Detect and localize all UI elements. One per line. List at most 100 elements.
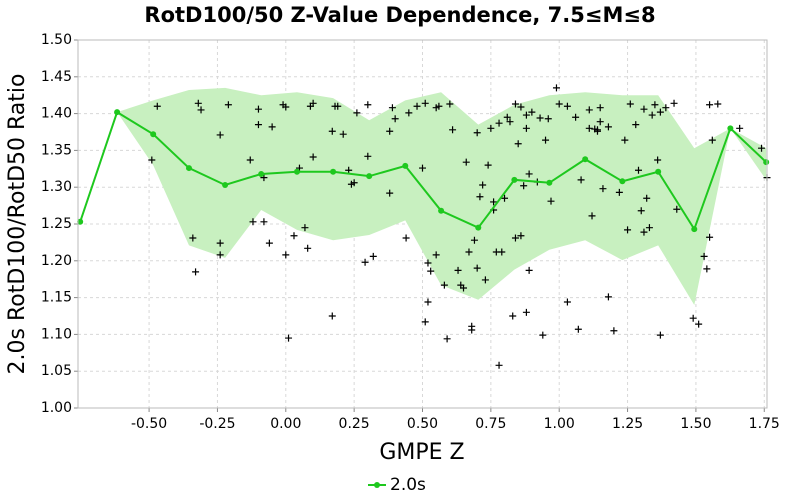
scatter-point — [596, 104, 604, 112]
scatter-point — [334, 102, 342, 110]
series-point — [619, 178, 626, 185]
scatter-point — [522, 124, 530, 132]
scatter-point — [703, 265, 711, 273]
y-tick-label: 1.15 — [41, 290, 72, 306]
scatter-point — [350, 179, 358, 187]
scatter-point — [706, 101, 714, 109]
scatter-point — [585, 124, 593, 132]
scatter-point — [192, 268, 200, 276]
scatter-point — [528, 108, 536, 116]
confidence-band — [80, 87, 767, 305]
scatter-point — [572, 113, 580, 121]
scatter-point — [645, 224, 653, 232]
y-tick-label: 1.10 — [41, 326, 72, 342]
series-point — [330, 168, 337, 175]
scatter-point — [621, 136, 629, 144]
y-tick-label: 1.05 — [41, 363, 72, 379]
scatter-point — [706, 233, 714, 241]
scatter-point — [503, 113, 511, 121]
y-axis-label: 2.0s RotD100/RotD50 Ratio — [5, 74, 30, 375]
y-tick-label: 1.45 — [41, 69, 72, 85]
scatter-point — [473, 129, 481, 137]
x-tick-label: 1.00 — [544, 416, 575, 432]
scatter-point — [520, 182, 528, 190]
scatter-point — [454, 266, 462, 274]
scatter-point — [501, 194, 509, 202]
y-tick-label: 1.25 — [41, 216, 72, 232]
scatter-point — [522, 308, 530, 316]
x-tick-label: 0.00 — [270, 416, 301, 432]
series-point — [582, 156, 589, 163]
scatter-point — [714, 100, 722, 108]
scatter-point — [446, 100, 454, 108]
y-tick-label: 1.30 — [41, 179, 72, 195]
y-tick-label: 1.35 — [41, 142, 72, 158]
scatter-point — [402, 234, 410, 242]
scatter-point — [460, 284, 468, 292]
scatter-point — [290, 232, 298, 240]
scatter-point — [405, 109, 413, 117]
series-point — [258, 170, 265, 177]
series-point — [402, 162, 409, 169]
scatter-point — [517, 103, 525, 111]
scatter-point — [197, 106, 205, 114]
scatter-point — [670, 99, 678, 107]
scatter-point — [495, 361, 503, 369]
legend-swatch-dot — [374, 482, 380, 488]
scatter-point — [462, 158, 470, 166]
scatter-point — [328, 127, 336, 135]
scatter-point — [224, 101, 232, 109]
scatter-point — [189, 234, 197, 242]
scatter-point — [626, 100, 634, 108]
scatter-point — [148, 156, 156, 164]
y-tick-label: 1.40 — [41, 106, 72, 122]
scatter-point — [424, 259, 432, 267]
scatter-point — [495, 119, 503, 127]
y-tick-label: 1.50 — [41, 32, 72, 48]
scatter-point — [421, 99, 429, 107]
series-point — [763, 159, 770, 166]
scatter-point — [511, 100, 519, 108]
scatter-point — [563, 102, 571, 110]
scatter-point — [285, 334, 293, 342]
scatter-point — [473, 264, 481, 272]
series-point — [366, 173, 373, 180]
scatter-point — [364, 152, 372, 160]
series-point — [114, 109, 121, 116]
series-point — [186, 165, 193, 172]
scatter-point — [604, 293, 612, 301]
scatter-point — [364, 101, 372, 109]
scatter-point — [643, 194, 651, 202]
scatter-point — [265, 239, 273, 247]
scatter-point — [517, 232, 525, 240]
series-point — [77, 218, 84, 225]
scatter-point — [632, 121, 640, 129]
scatter-point — [673, 205, 681, 213]
scatter-point — [309, 99, 317, 107]
scatter-point — [695, 320, 703, 328]
scatter-point — [708, 136, 716, 144]
scatter-point — [514, 140, 522, 148]
scatter-point — [689, 314, 697, 322]
scatter-point — [246, 156, 254, 164]
scatter-point — [369, 252, 377, 260]
scatter-point — [490, 198, 498, 206]
scatter-point — [388, 104, 396, 112]
scatter-point — [216, 131, 224, 139]
scatter-point — [386, 189, 394, 197]
scatter-point — [593, 126, 601, 134]
scatter-point — [304, 244, 312, 252]
scatter-point — [309, 153, 317, 161]
series-point — [438, 207, 445, 214]
scatter-point — [599, 185, 607, 193]
scatter-point — [654, 156, 662, 164]
scatter-point — [588, 212, 596, 220]
scatter-point — [260, 218, 268, 226]
scatter-point — [443, 335, 451, 343]
scatter-point — [648, 111, 656, 119]
scatter-point — [539, 331, 547, 339]
scatter-point — [604, 123, 612, 131]
scatter-point — [424, 298, 432, 306]
scatter-point — [328, 312, 336, 320]
scatter-point — [254, 121, 262, 129]
